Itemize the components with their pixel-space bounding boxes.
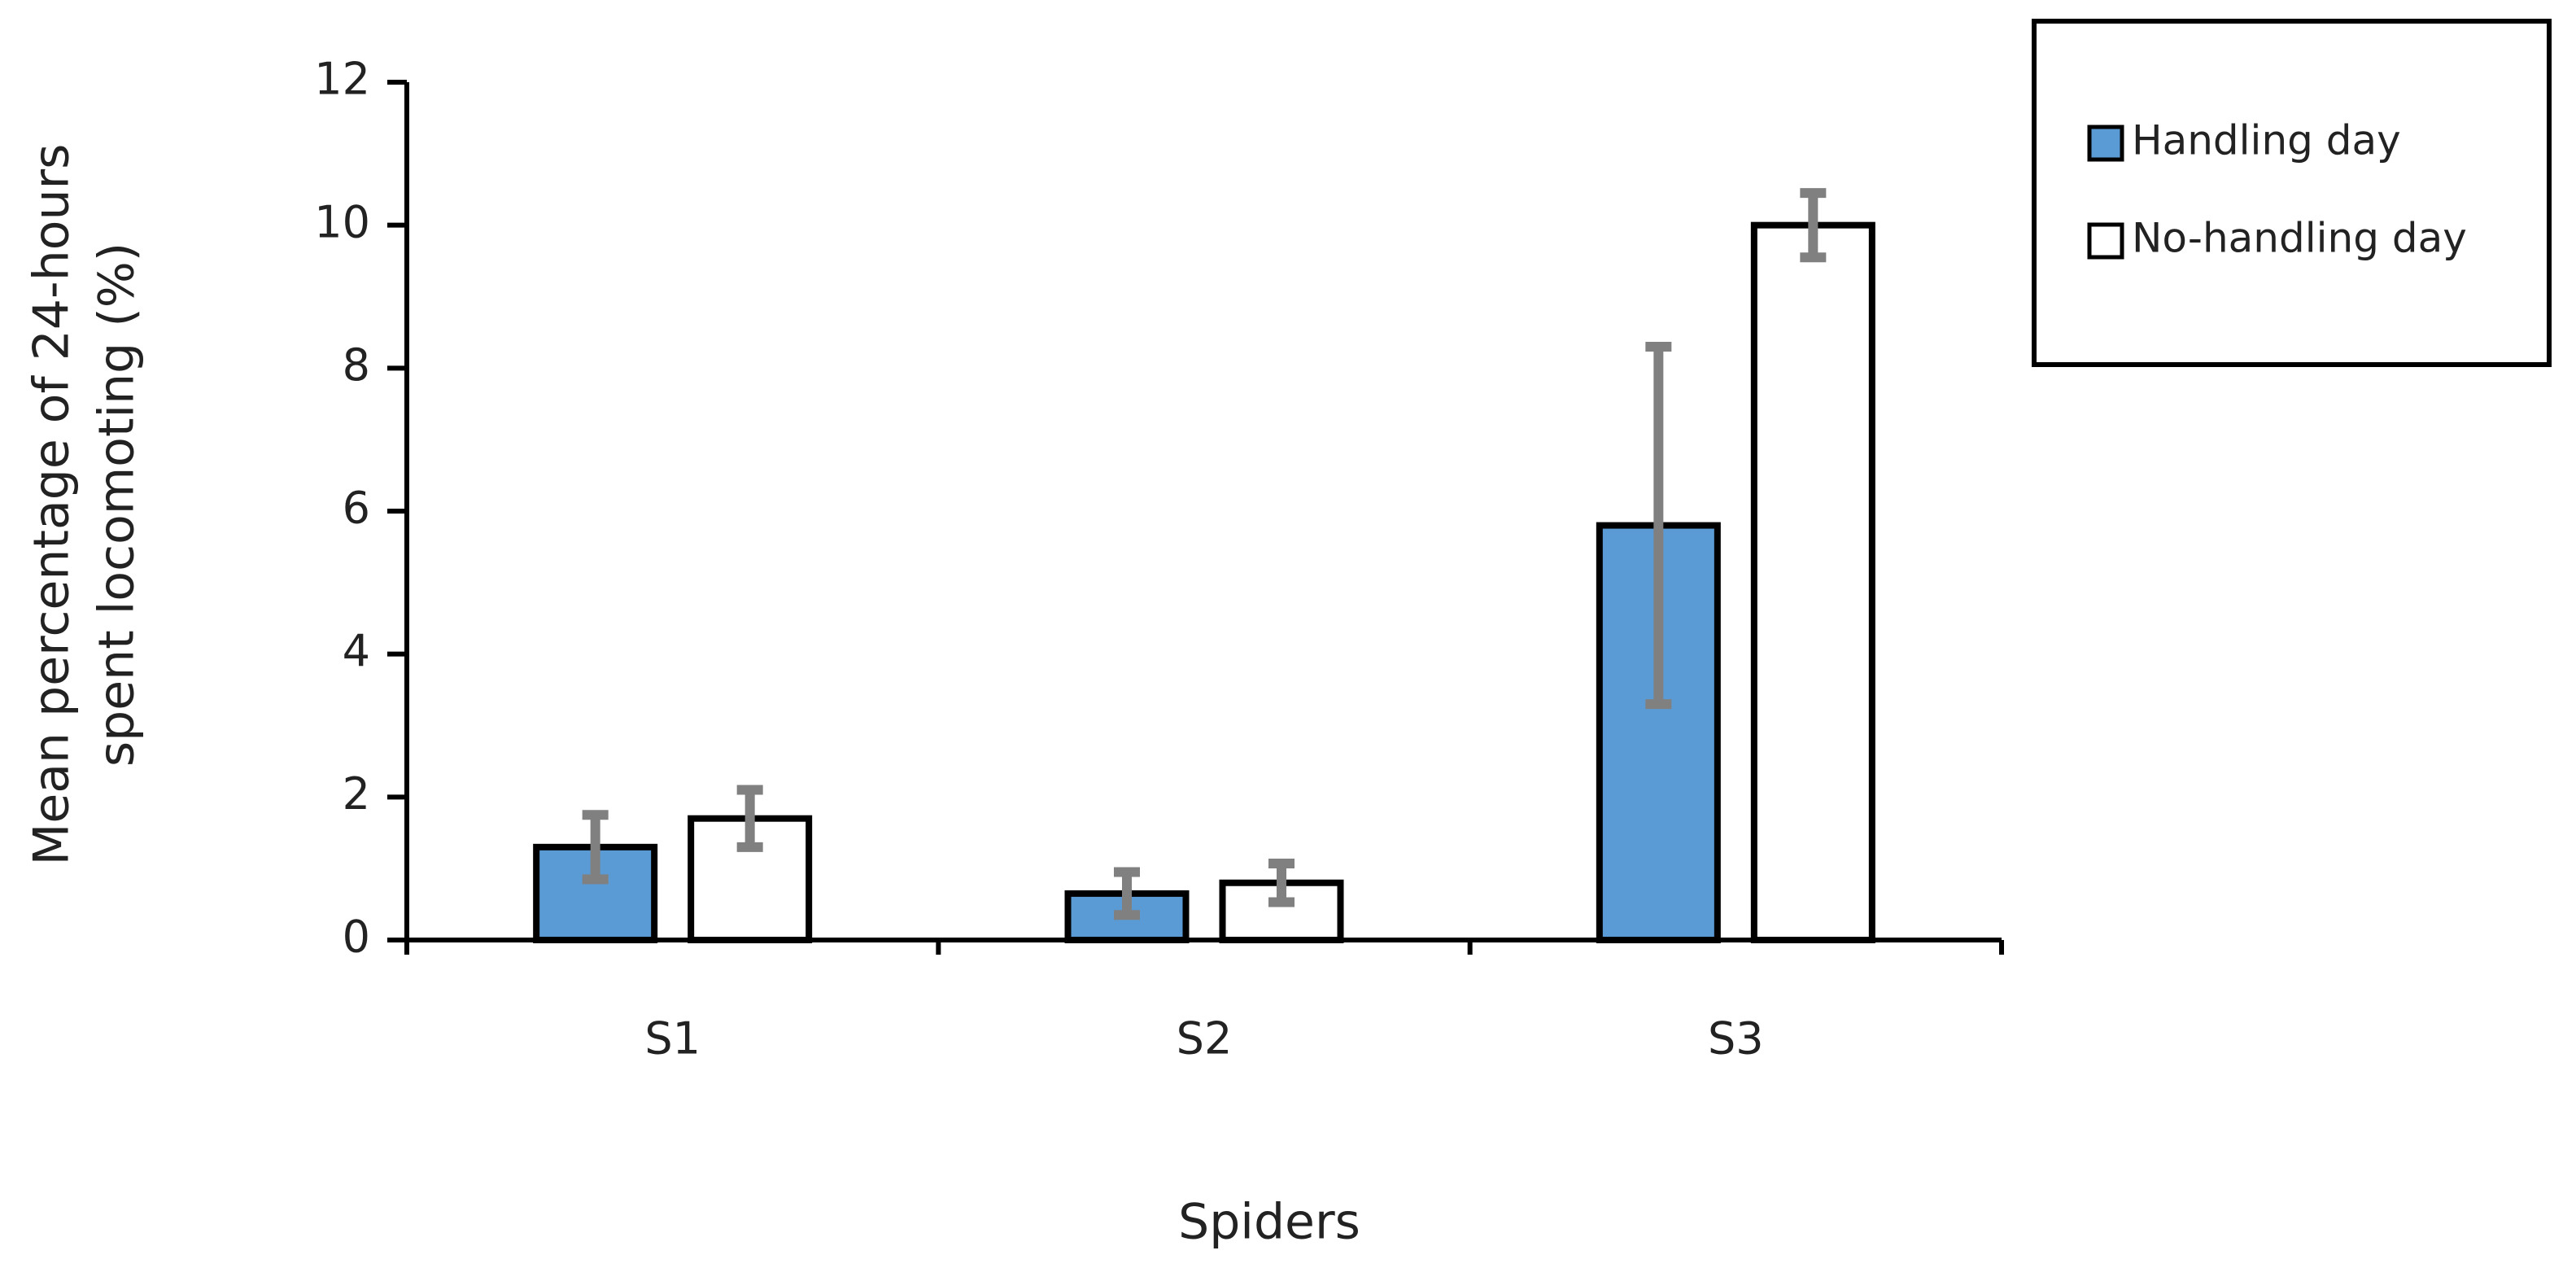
x-tick-label: S2 bbox=[1177, 1013, 1233, 1065]
y-tick-label: 12 bbox=[314, 54, 370, 105]
y-tick-label: 8 bbox=[343, 339, 370, 391]
bar bbox=[1750, 221, 1875, 943]
legend-swatch bbox=[2087, 222, 2124, 260]
x-tick-label: S1 bbox=[644, 1013, 701, 1065]
legend-label: No-handling day bbox=[2132, 215, 2467, 262]
y-axis-title: Mean percentage of 24-hours bbox=[24, 144, 81, 866]
y-tick-label: 10 bbox=[314, 196, 370, 247]
error-bar bbox=[582, 810, 609, 885]
y-tick-label: 2 bbox=[343, 768, 370, 820]
y-tick-label: 6 bbox=[343, 483, 370, 534]
x-tick-label: S3 bbox=[1708, 1013, 1764, 1065]
y-axis-title: spent locomoting (%) bbox=[89, 243, 146, 767]
error-bar bbox=[1645, 341, 1672, 710]
legend-box bbox=[2032, 19, 2552, 367]
legend-swatch bbox=[2087, 125, 2124, 162]
y-tick-label: 4 bbox=[343, 625, 370, 676]
error-bar bbox=[1800, 188, 1827, 263]
error-bar bbox=[1114, 867, 1140, 920]
bar bbox=[533, 843, 658, 943]
error-bar bbox=[736, 785, 763, 852]
y-tick-label: 0 bbox=[343, 912, 370, 963]
x-axis-title: Spiders bbox=[1178, 1194, 1360, 1251]
legend-label: Handling day bbox=[2132, 117, 2401, 164]
error-bar bbox=[1268, 859, 1295, 907]
